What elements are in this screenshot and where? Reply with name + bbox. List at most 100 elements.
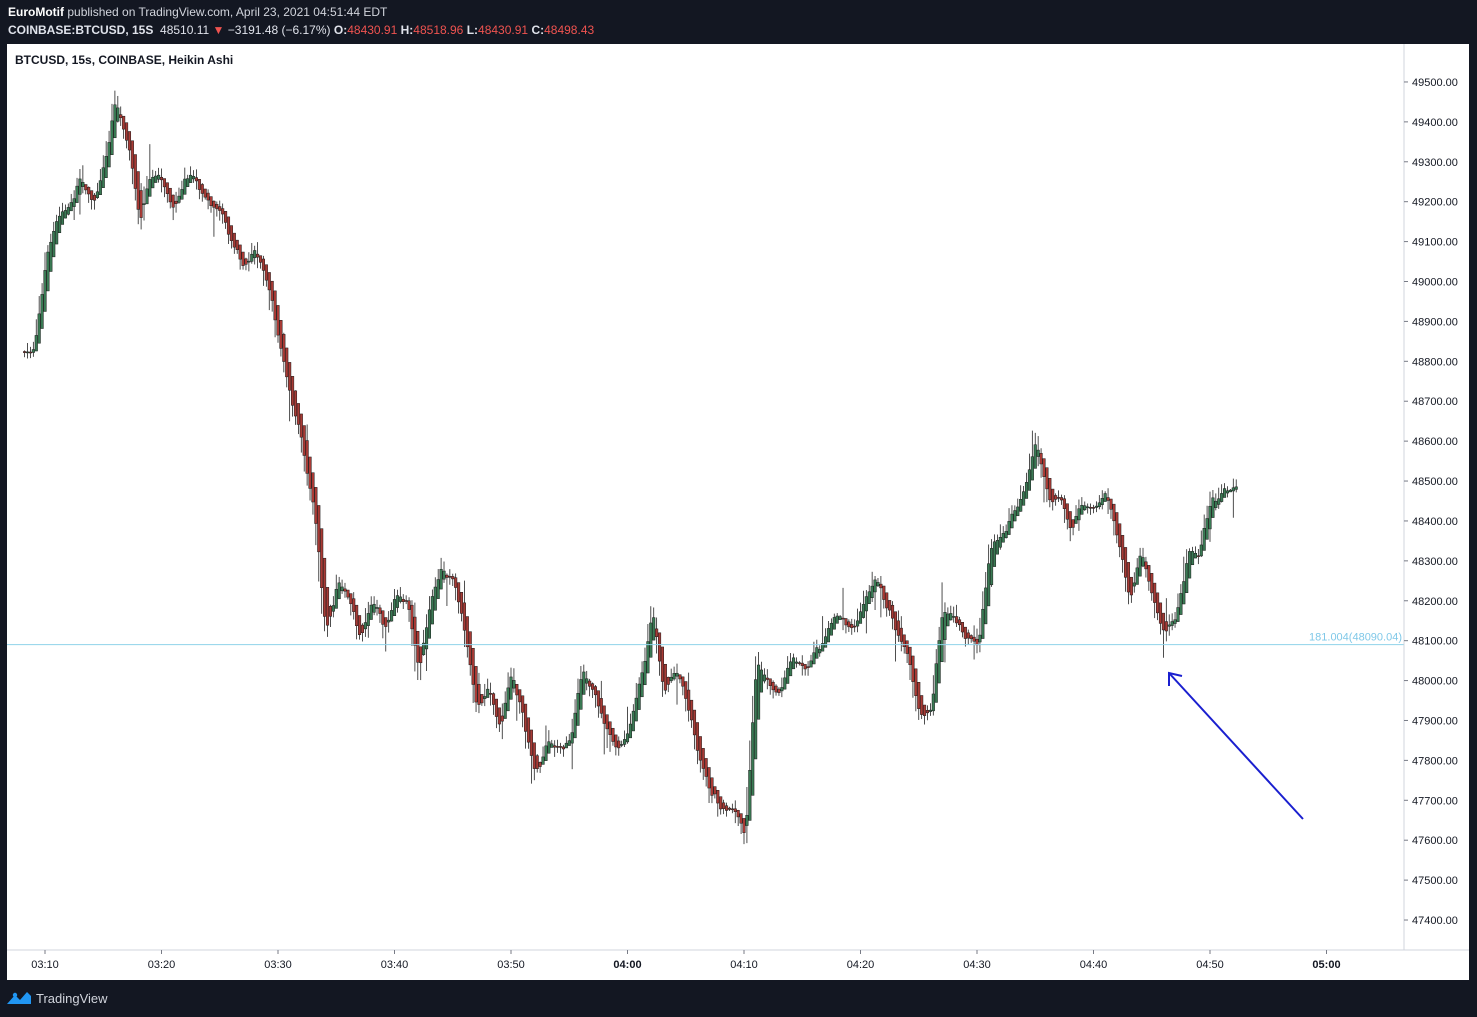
candle-body: [1097, 502, 1101, 508]
candle-body: [1086, 506, 1090, 509]
candle-body: [212, 200, 216, 208]
candle-body: [611, 727, 615, 742]
candle-body: [550, 743, 554, 748]
candle-body: [291, 376, 295, 406]
candle-body: [640, 672, 644, 698]
time-axis[interactable]: 03:10 03:20 03:30 03:40 03:50 04:00 04:10 04:20…: [7, 949, 1469, 971]
candle-body: [63, 210, 67, 219]
candle-body: [433, 586, 437, 611]
candle-body: [949, 613, 953, 621]
candle-body: [256, 253, 260, 258]
candle-body: [171, 194, 175, 208]
candle-body: [75, 185, 79, 203]
candle-body: [588, 680, 592, 687]
candle-body: [1205, 518, 1209, 540]
price-tick-label: 48500.00: [1412, 476, 1458, 488]
tradingview-brand[interactable]: TradingView: [6, 990, 108, 1006]
candle-body: [1208, 505, 1212, 530]
price-tick-label: 49300.00: [1412, 157, 1458, 169]
candle-body: [1214, 500, 1218, 508]
candle-body: [366, 613, 370, 626]
candle-body: [695, 722, 699, 751]
candle-body: [43, 270, 47, 312]
candle-body: [876, 582, 880, 587]
candle-body: [509, 676, 513, 700]
candle-body: [585, 678, 589, 684]
candle-body: [127, 131, 132, 151]
candle-body: [882, 585, 886, 600]
candle-body: [419, 646, 423, 664]
close-value: 48498.43: [544, 23, 595, 37]
candle-body: [1033, 444, 1037, 469]
candle-body: [748, 770, 752, 821]
candle-body: [1188, 551, 1192, 579]
candle-body: [777, 688, 781, 694]
candle-body: [445, 574, 449, 578]
candle-body: [159, 176, 164, 181]
candle-body: [1091, 507, 1096, 509]
candle-body: [990, 548, 994, 586]
candle-body: [911, 655, 915, 682]
candle-body: [95, 191, 99, 198]
candle-body: [413, 616, 417, 646]
candle-body: [162, 178, 166, 188]
candle-body: [183, 178, 187, 195]
candle-body: [856, 620, 860, 627]
candle-body: [244, 258, 248, 265]
candle-body: [1199, 544, 1203, 557]
candle-body: [238, 244, 242, 260]
candle-body: [1118, 523, 1122, 548]
candle-body: [934, 663, 938, 703]
candle-body: [454, 577, 458, 588]
candle-body: [72, 198, 76, 207]
price-axis[interactable]: 49500.00 49400.00 49300.00 49200.00 49100.00…: [1403, 44, 1458, 950]
candle-body: [614, 734, 618, 748]
candle-body: [133, 154, 137, 189]
candle-body: [84, 184, 88, 191]
candle-body: [58, 215, 62, 234]
author-name[interactable]: EuroMotif: [8, 5, 64, 19]
candle-body: [180, 189, 184, 200]
price-tick-label: 48400.00: [1412, 516, 1458, 528]
candle-body: [631, 710, 635, 732]
footer: TradingView: [0, 980, 1477, 1017]
candle-body: [497, 707, 501, 725]
candle-body: [698, 736, 702, 761]
candles-layer: [23, 90, 1238, 845]
candle-body: [506, 687, 510, 712]
candle-body: [524, 703, 528, 732]
price-tick-label: 49500.00: [1412, 77, 1458, 89]
candle-body: [320, 528, 324, 588]
candle-body: [547, 741, 551, 754]
candle-body: [191, 176, 196, 180]
candle-body: [515, 683, 519, 696]
candle-body: [174, 200, 178, 204]
chart-canvas[interactable]: BTCUSD, 15s, COINBASE, Heikin Ashi 181.0…: [7, 44, 1469, 980]
candle-body: [459, 592, 464, 614]
candle-body: [264, 264, 268, 281]
candle-body: [28, 351, 32, 354]
candle-body: [101, 167, 105, 188]
candle-body: [1185, 563, 1189, 594]
candle-body: [1228, 489, 1232, 493]
candle-body: [1057, 497, 1061, 499]
candle-body: [325, 587, 330, 626]
candle-body: [337, 582, 341, 600]
candle-body: [317, 505, 321, 553]
chart-background: [7, 44, 1469, 980]
time-tick-label: 04:30: [963, 959, 991, 971]
candle-body: [620, 744, 624, 746]
candle-body: [404, 600, 408, 602]
candle-body: [154, 175, 158, 183]
symbol-info: COINBASE:BTCUSD, 15S 48510.11 ▼ −3191.48…: [8, 23, 594, 37]
chart-frame[interactable]: BTCUSD, 15s, COINBASE, Heikin Ashi 181.0…: [7, 44, 1469, 980]
candle-body: [1144, 561, 1148, 570]
candle-body: [710, 777, 714, 796]
candle-body: [247, 260, 251, 263]
candle-body: [1161, 612, 1165, 631]
candle-body: [1045, 467, 1049, 490]
candle-body: [122, 115, 126, 130]
candle-body: [457, 582, 461, 603]
candle-body: [422, 642, 426, 656]
candle-body: [285, 347, 289, 378]
